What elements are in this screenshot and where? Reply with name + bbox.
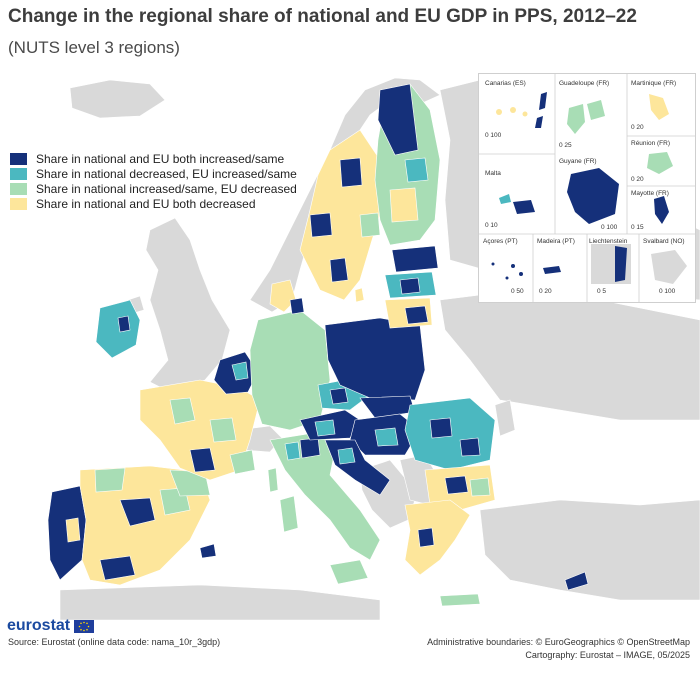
inset-label-acores: Açores (PT) [483, 238, 518, 245]
inset-scale: 0 25 [559, 142, 572, 149]
legend-swatch [10, 168, 27, 180]
inset-scale: 0 5 [597, 288, 607, 295]
inset-label-mayotte: Mayotte (FR) [631, 190, 669, 197]
legend-label: Share in national and EU both increased/… [36, 152, 285, 166]
inset-label-malta: Malta [485, 170, 501, 177]
inset-scale: 0 100 [601, 224, 618, 231]
legend-item-eu-decreased: Share in national increased/same, EU dec… [10, 182, 297, 196]
eurostat-logo: eurostat [7, 617, 95, 635]
inset-label-guadeloupe: Guadeloupe (FR) [559, 80, 610, 87]
eu-flag-icon [74, 619, 95, 633]
legend-swatch [10, 183, 27, 195]
inset-label-svalbard: Svalbard (NO) [643, 238, 685, 245]
inset-scale: 0 20 [539, 288, 552, 295]
legend-label: Share in national and EU both decreased [36, 197, 256, 211]
source-note: Source: Eurostat (online data code: nama… [8, 637, 221, 647]
legend-item-both-decreased: Share in national and EU both decreased [10, 197, 297, 211]
boundaries-credit: Administrative boundaries: © EuroGeograp… [427, 637, 690, 647]
inset-scale: 0 15 [631, 224, 644, 231]
inset-scale: 0 20 [631, 124, 644, 131]
inset-scale: 0 50 [511, 288, 524, 295]
inset-label-madeira: Madeira (PT) [537, 238, 575, 245]
inset-label-martinique: Martinique (FR) [631, 80, 677, 87]
inset-scale: 0 10 [485, 222, 498, 229]
chart-title: Change in the regional share of national… [8, 6, 637, 27]
inset-scale: 0 100 [659, 288, 676, 295]
eu-regions [47, 83, 589, 607]
inset-label-liechtenstein: Liechtenstein [589, 238, 628, 245]
legend-swatch [10, 153, 27, 165]
inset-label-reunion: Réunion (FR) [631, 140, 671, 147]
cartography-credit: Cartography: Eurostat – IMAGE, 05/2025 [525, 650, 690, 660]
legend-item-national-decreased: Share in national decreased, EU increase… [10, 167, 297, 181]
legend-item-both-increased: Share in national and EU both increased/… [10, 152, 297, 166]
legend-label: Share in national increased/same, EU dec… [36, 182, 297, 196]
chart-subtitle: (NUTS level 3 regions) [8, 38, 180, 57]
inset-scale: 0 100 [485, 132, 502, 139]
map-legend: Share in national and EU both increased/… [10, 152, 297, 212]
inset-scale: 0 20 [631, 176, 644, 183]
legend-label: Share in national decreased, EU increase… [36, 167, 297, 181]
outermost-regions-insets: Canarias (ES) 0 100 Guadeloupe (FR) 0 25… [478, 73, 696, 303]
logo-text: eurostat [7, 617, 71, 634]
inset-label-guyane: Guyane (FR) [559, 158, 597, 165]
inset-label-canarias: Canarias (ES) [485, 80, 526, 87]
legend-swatch [10, 198, 27, 210]
